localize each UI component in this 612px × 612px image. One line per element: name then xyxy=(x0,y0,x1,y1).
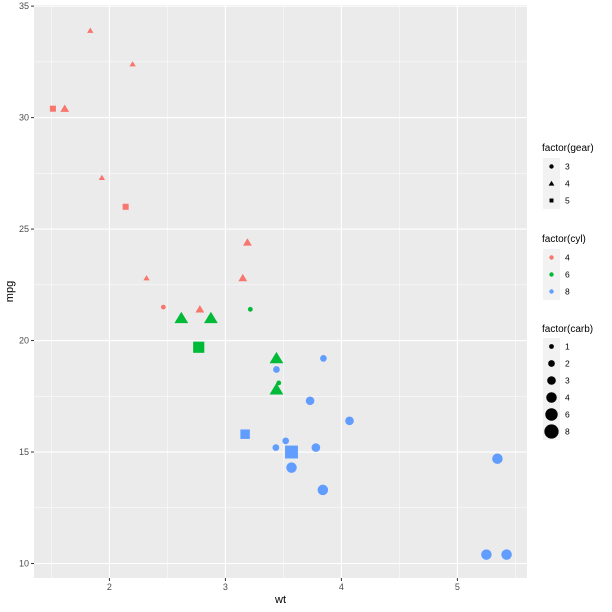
data-point xyxy=(286,462,297,473)
x-tick-label: 4 xyxy=(339,582,344,592)
legend-label: 5 xyxy=(565,196,570,206)
legend-key-symbol xyxy=(547,376,556,385)
data-point xyxy=(204,311,218,324)
data-point xyxy=(501,549,512,560)
legend-size: factor(carb) 1 2 3 4 6 8 xyxy=(542,324,593,440)
legend-label: 4 xyxy=(565,179,570,189)
legend-label: 3 xyxy=(565,162,570,172)
x-tick-label: 2 xyxy=(107,582,112,592)
legend-key-symbol xyxy=(546,392,557,403)
legend-label: 6 xyxy=(565,270,570,280)
legend-key-symbol xyxy=(548,360,555,367)
legend-label: 4 xyxy=(565,253,570,263)
legend-key-symbol xyxy=(549,255,554,260)
legend-key-symbol xyxy=(549,272,554,277)
data-point xyxy=(195,305,205,313)
data-point xyxy=(282,437,290,445)
data-point xyxy=(240,429,250,439)
legend-color: factor(cyl) 4 6 8 xyxy=(542,234,586,300)
x-tick-label: 3 xyxy=(223,582,228,592)
legend-label: 4 xyxy=(565,393,570,403)
data-point xyxy=(60,104,70,112)
y-tick-label: 20 xyxy=(19,336,29,346)
data-points xyxy=(49,27,512,560)
data-point xyxy=(311,443,321,452)
legend-label: 8 xyxy=(565,287,570,297)
legend-shape: factor(gear) 3 4 5 xyxy=(542,143,594,209)
data-point xyxy=(320,355,327,362)
legend-label: 2 xyxy=(565,359,570,369)
data-point xyxy=(238,273,248,282)
data-point xyxy=(98,174,106,181)
legend-key-symbol xyxy=(545,408,558,421)
grid-lines xyxy=(34,5,527,578)
x-axis-title: wt xyxy=(274,594,286,606)
data-point xyxy=(193,341,205,353)
legend-key-symbol xyxy=(549,164,554,169)
legend-label: 6 xyxy=(565,410,570,420)
data-point xyxy=(174,311,189,324)
y-tick-label: 15 xyxy=(19,447,29,457)
y-tick-label: 10 xyxy=(19,559,29,569)
legends: factor(gear)345factor(cyl)468factor(carb… xyxy=(542,143,594,440)
y-axis-title: mpg xyxy=(4,281,16,302)
data-point xyxy=(285,445,298,459)
data-point xyxy=(481,549,492,560)
data-point xyxy=(492,453,503,464)
x-tick-label: 5 xyxy=(455,582,460,592)
data-point xyxy=(305,396,315,406)
y-tick-label: 35 xyxy=(19,1,29,11)
y-tick-label: 30 xyxy=(19,113,29,123)
legend-key-symbol xyxy=(549,289,554,294)
data-point xyxy=(273,366,280,373)
legend-title: factor(cyl) xyxy=(542,234,586,245)
data-point xyxy=(143,275,150,281)
data-point xyxy=(87,27,94,33)
plot-panel xyxy=(34,5,527,578)
legend-key-symbol xyxy=(544,424,559,439)
data-point xyxy=(345,416,354,426)
data-point xyxy=(160,304,166,310)
data-point xyxy=(269,351,284,364)
legend-title: factor(gear) xyxy=(542,143,594,154)
y-tick-label: 25 xyxy=(19,224,29,234)
legend-key-symbol xyxy=(549,198,554,203)
legend-label: 8 xyxy=(565,427,570,437)
data-point xyxy=(269,383,284,395)
data-point xyxy=(276,380,282,386)
data-point xyxy=(317,484,329,496)
legend-title: factor(carb) xyxy=(542,324,593,335)
legend-key-symbol xyxy=(548,180,555,186)
data-point xyxy=(272,444,280,451)
legend-label: 3 xyxy=(565,376,570,386)
legend-key-symbol xyxy=(549,344,554,349)
legend-label: 1 xyxy=(565,342,570,352)
data-point xyxy=(247,306,253,312)
data-point xyxy=(122,203,129,210)
axes: 2 3 4 5 10 15 20 25 30 35 xyxy=(19,1,460,592)
data-point xyxy=(49,105,56,112)
data-point xyxy=(243,238,252,246)
data-point xyxy=(129,61,136,67)
